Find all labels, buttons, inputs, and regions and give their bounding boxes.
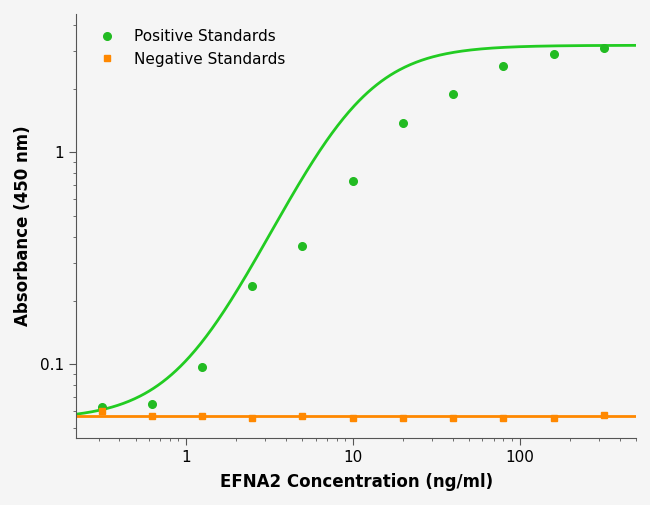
Positive Standards	[98, 404, 105, 410]
Positive Standards	[550, 52, 558, 58]
Negative Standards	[600, 412, 608, 418]
Positive Standards	[449, 91, 457, 97]
Positive Standards	[148, 401, 156, 407]
Negative Standards	[349, 415, 357, 421]
Positive Standards	[349, 178, 357, 184]
Legend: Positive Standards, Negative Standards: Positive Standards, Negative Standards	[84, 22, 293, 74]
Positive Standards	[248, 283, 256, 289]
Negative Standards	[98, 409, 105, 415]
Line: Positive Standards: Positive Standards	[98, 44, 608, 411]
Negative Standards	[198, 413, 206, 419]
Positive Standards	[499, 63, 507, 69]
Line: Negative Standards: Negative Standards	[99, 409, 607, 421]
Positive Standards	[399, 120, 407, 126]
Negative Standards	[550, 415, 558, 421]
Negative Standards	[148, 413, 156, 419]
Negative Standards	[449, 415, 457, 421]
Positive Standards	[600, 45, 608, 51]
Negative Standards	[499, 415, 507, 421]
Negative Standards	[298, 413, 306, 419]
Negative Standards	[399, 415, 407, 421]
Positive Standards	[198, 364, 206, 370]
X-axis label: EFNA2 Concentration (ng/ml): EFNA2 Concentration (ng/ml)	[220, 473, 493, 491]
Y-axis label: Absorbance (450 nm): Absorbance (450 nm)	[14, 126, 32, 326]
Positive Standards	[298, 243, 306, 249]
Negative Standards	[248, 415, 256, 421]
